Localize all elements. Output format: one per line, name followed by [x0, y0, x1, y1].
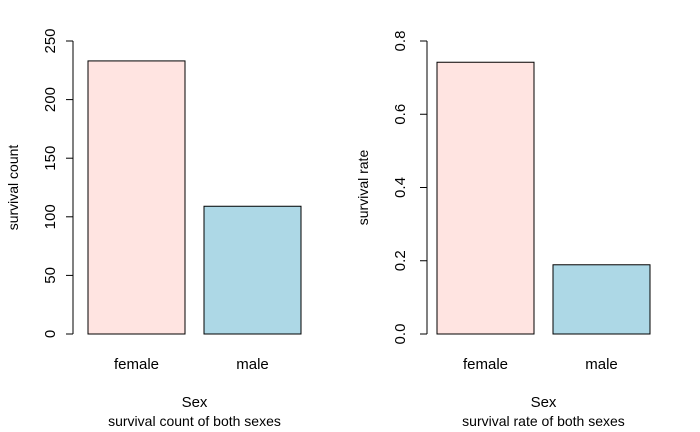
category-label-male: male — [585, 356, 618, 373]
y-tick-label: 200 — [42, 87, 59, 112]
y-tick-label: 0.6 — [392, 104, 409, 125]
chart-caption: survival count of both sexes — [108, 413, 281, 429]
category-label-female: female — [463, 356, 508, 373]
y-tick-label: 0.0 — [392, 324, 409, 345]
bar-male — [203, 205, 302, 335]
y-tick-label: 0.2 — [392, 250, 409, 271]
bar-female — [436, 61, 535, 335]
x-axis-title: Sex — [182, 394, 208, 411]
y-axis-title: survival rate — [355, 150, 371, 226]
survival-rate-chart: female male 0.0 0.2 0.4 0.6 0.8 survival rate Se… — [355, 31, 651, 429]
y-tick-label: 50 — [42, 267, 59, 284]
bar-male — [552, 264, 651, 335]
chart-caption: survival rate of both sexes — [462, 413, 625, 429]
y-tick-label: 150 — [42, 146, 59, 171]
bar-female — [87, 60, 186, 335]
y-axis-title: survival count — [5, 145, 21, 231]
category-label-male: male — [236, 356, 269, 373]
category-label-female: female — [114, 356, 159, 373]
survival-count-chart: female male 0 50 100 150 200 250 survival count S… — [5, 28, 302, 429]
y-tick-label: 100 — [42, 204, 59, 229]
y-tick-label: 0.8 — [392, 31, 409, 52]
y-tick-label: 250 — [42, 28, 59, 53]
x-axis-title: Sex — [531, 394, 557, 411]
y-tick-label: 0 — [42, 330, 59, 338]
y-tick-label: 0.4 — [392, 177, 409, 198]
